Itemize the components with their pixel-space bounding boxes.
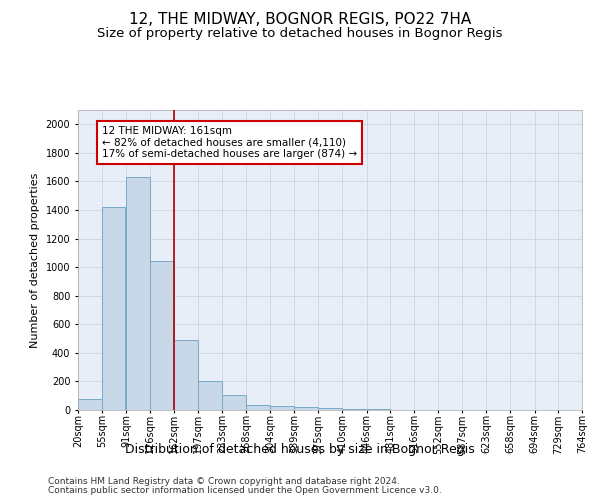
Bar <box>78 400 102 410</box>
Bar <box>222 395 246 410</box>
Text: 12 THE MIDWAY: 161sqm
← 82% of detached houses are smaller (4,110)
17% of semi-d: 12 THE MIDWAY: 161sqm ← 82% of detached … <box>102 126 357 159</box>
Text: Distribution of detached houses by size in Bognor Regis: Distribution of detached houses by size … <box>125 444 475 456</box>
Bar <box>102 207 125 410</box>
Bar <box>198 382 221 410</box>
Bar <box>126 177 150 410</box>
Y-axis label: Number of detached properties: Number of detached properties <box>30 172 40 348</box>
Bar <box>294 407 318 410</box>
Text: Size of property relative to detached houses in Bognor Regis: Size of property relative to detached ho… <box>97 28 503 40</box>
Text: Contains public sector information licensed under the Open Government Licence v3: Contains public sector information licen… <box>48 486 442 495</box>
Bar <box>246 405 270 410</box>
Bar <box>174 340 198 410</box>
Text: Contains HM Land Registry data © Crown copyright and database right 2024.: Contains HM Land Registry data © Crown c… <box>48 477 400 486</box>
Bar <box>319 408 342 410</box>
Bar <box>342 408 366 410</box>
Bar <box>271 406 294 410</box>
Bar <box>150 262 173 410</box>
Text: 12, THE MIDWAY, BOGNOR REGIS, PO22 7HA: 12, THE MIDWAY, BOGNOR REGIS, PO22 7HA <box>129 12 471 28</box>
